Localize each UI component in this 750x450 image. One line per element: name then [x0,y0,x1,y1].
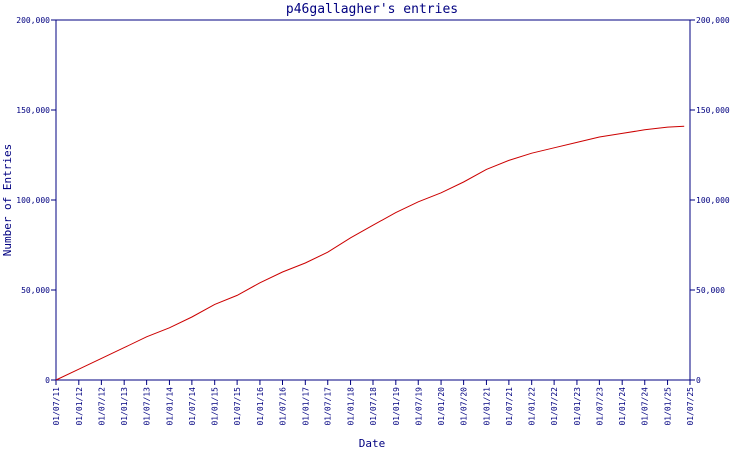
x-tick-label: 01/07/19 [414,387,423,426]
x-axis-label: Date [359,437,386,450]
x-tick-label: 01/07/16 [278,387,287,426]
chart-title: p46gallagher's entries [286,2,458,17]
x-tick-label: 01/01/19 [392,387,401,426]
series-line [55,125,685,381]
y-tick-label-right: 150,000 [696,106,730,115]
x-tick-label: 01/07/23 [595,387,604,426]
x-tick-label: 01/07/25 [686,387,695,426]
x-tick-label: 01/01/22 [528,387,537,426]
x-tick-label: 01/01/24 [618,387,627,426]
x-tick-label: 01/07/12 [97,387,106,426]
y-tick-label-right: 0 [696,376,701,385]
x-tick-label: 01/07/18 [369,387,378,426]
y-axis-left: 0 50,000 100,000 150,000 200,000 [16,16,56,385]
x-tick-label: 01/07/14 [188,387,197,426]
y-tick-label-right: 50,000 [696,286,725,295]
y-tick-label-left: 150,000 [16,106,50,115]
x-tick-label: 01/01/12 [75,387,84,426]
x-tick-label: 01/07/17 [324,387,333,426]
y-tick-label-left: 200,000 [16,16,50,25]
x-tick-label: 01/07/21 [505,387,514,426]
plot-frame [55,19,691,381]
x-tick-label: 01/01/14 [165,387,174,426]
y-tick-label-left: 0 [45,376,50,385]
x-tick-label: 01/07/15 [233,387,242,426]
y-tick-label-left: 50,000 [21,286,50,295]
x-tick-label: 01/01/23 [573,387,582,426]
x-tick-label: 01/01/15 [211,387,220,426]
x-tick-label: 01/01/21 [482,387,491,426]
y-axis-label: Number of Entries [1,144,14,257]
x-tick-label: 01/07/24 [641,387,650,426]
y-tick-label-left: 100,000 [16,196,50,205]
x-tick-label: 01/01/18 [347,387,356,426]
x-tick-label: 01/01/13 [120,387,129,426]
y-tick-label-right: 100,000 [696,196,730,205]
y-tick-label-right: 200,000 [696,16,730,25]
x-axis: 01/07/11 01/01/12 01/07/12 01/01/13 01/07/13… [52,380,695,426]
x-tick-label: 01/07/11 [52,387,61,426]
x-tick-label: 01/07/13 [143,387,152,426]
x-tick-label: 01/01/25 [664,387,673,426]
x-tick-label: 01/01/20 [437,387,446,426]
x-tick-label: 01/07/20 [460,387,469,426]
y-axis-right: 0 50,000 100,000 150,000 200,000 [690,16,730,385]
x-tick-label: 01/01/17 [301,387,310,426]
x-tick-label: 01/01/16 [256,387,265,426]
x-tick-label: 01/07/22 [550,387,559,426]
